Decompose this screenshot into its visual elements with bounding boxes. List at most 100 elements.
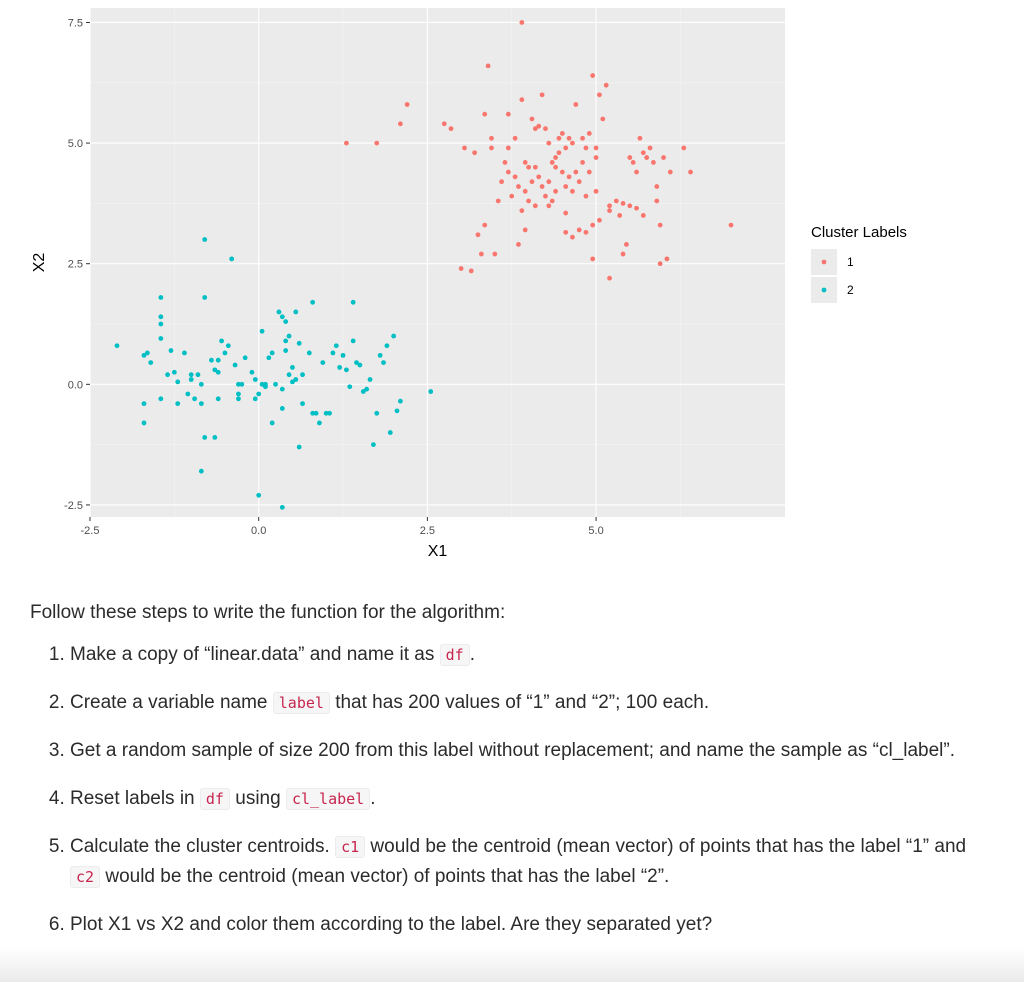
data-point-cluster-1 [526,164,531,170]
data-point-cluster-2 [293,309,299,315]
data-point-cluster-2 [279,386,285,392]
data-point-cluster-1 [516,242,521,247]
data-point-cluster-2 [283,348,289,353]
data-point-cluster-1 [532,203,538,209]
data-point-cluster-1 [681,145,687,151]
data-point-cluster-1 [522,159,528,165]
data-point-cluster-1 [664,256,670,262]
y-tick-label: -2.5 [64,500,83,512]
data-point-cluster-2 [269,350,275,356]
data-point-cluster-1 [556,135,562,141]
data-point-cluster-1 [492,251,498,257]
data-point-cluster-1 [468,268,474,274]
step-text: Reset labels in [70,788,200,809]
data-point-cluster-2 [158,336,164,341]
data-point-cluster-1 [482,222,488,228]
data-point-cluster-1 [627,203,633,209]
data-point-cluster-1 [539,92,545,98]
data-point-cluster-1 [654,184,660,189]
data-point-cluster-2 [384,343,390,349]
data-point-cluster-2 [290,365,295,370]
data-point-cluster-2 [313,410,319,416]
step-text: Get a random sample of size 200 from thi… [70,740,956,761]
data-point-cluster-2 [158,396,164,402]
data-point-cluster-2 [286,372,292,378]
data-point-cluster-1 [522,227,528,233]
step-text: . [370,788,376,809]
data-point-cluster-1 [458,266,464,271]
major-gridlines [89,8,785,517]
data-point-cluster-1 [661,155,666,160]
data-point-cluster-2 [175,401,181,407]
data-point-cluster-1 [590,256,596,262]
data-point-cluster-1 [603,82,609,88]
inline-code: df [199,788,230,810]
data-point-cluster-2 [168,348,174,353]
step-text: that has 200 values of “1” and “2”; 100 … [329,692,710,713]
data-point-cluster-1 [505,145,511,151]
data-point-cluster-2 [202,295,208,300]
data-point-cluster-1 [556,150,562,156]
data-point-cluster-2 [175,379,181,385]
data-point-cluster-1 [637,135,643,141]
data-point-cluster-2 [374,410,380,416]
data-point-cluster-1 [505,111,511,117]
data-point-cluster-1 [624,242,629,247]
data-point-cluster-1 [546,203,552,209]
data-point-cluster-1 [640,150,646,156]
data-point-cluster-1 [397,121,403,127]
data-point-cluster-2 [239,381,245,387]
data-point-cluster-1 [522,188,528,194]
data-point-cluster-2 [283,338,289,344]
data-point-cluster-2 [141,420,147,426]
step-item: Calculate the cluster centroids. c1 woul… [70,832,990,892]
data-point-cluster-1 [478,251,484,257]
data-point-cluster-1 [502,159,508,165]
data-point-cluster-1 [570,140,575,146]
data-point-cluster-1 [657,261,663,267]
data-point-cluster-2 [360,389,366,394]
data-point-cluster-2 [266,355,272,361]
data-point-cluster-2 [225,343,231,349]
plot-panel [90,8,785,517]
data-point-cluster-2 [397,398,403,404]
inline-code: c2 [70,866,101,888]
data-point-cluster-1 [597,217,602,223]
data-point-cluster-1 [553,155,558,160]
data-point-cluster-2 [350,338,356,344]
data-point-cluster-1 [570,234,575,240]
data-point-cluster-2 [337,365,343,370]
data-point-cluster-2 [236,381,241,387]
data-point-cluster-2 [252,396,258,402]
data-point-cluster-2 [290,379,295,385]
step-item: Make a copy of “linear.data” and name it… [70,640,990,670]
data-point-cluster-1 [546,140,552,146]
data-point-cluster-2 [232,362,238,368]
y-axis-title: X2 [31,253,48,273]
data-point-cluster-2 [222,350,228,356]
data-point-cluster-2 [114,343,120,349]
data-point-cluster-1 [593,188,599,194]
data-point-cluster-1 [485,63,491,69]
data-point-cluster-1 [583,145,589,151]
data-point-cluster-1 [620,251,626,257]
steps-list: Make a copy of “linear.data” and name it… [30,640,990,940]
data-point-cluster-1 [617,213,623,218]
data-point-cluster-1 [563,184,569,189]
data-point-cluster-1 [499,179,505,185]
data-point-cluster-1 [526,198,531,204]
data-point-cluster-2 [158,321,164,327]
legend-title: Cluster Labels [811,224,907,241]
instructions-intro: Follow these steps to write the function… [30,602,506,623]
data-point-cluster-1 [728,222,734,228]
data-point-cluster-2 [296,444,302,450]
data-point-cluster-2 [144,350,150,356]
inline-code: df [439,644,470,666]
data-point-cluster-2 [198,401,204,407]
data-point-cluster-1 [546,179,552,185]
data-point-cluster-1 [634,169,639,175]
data-point-cluster-1 [607,203,612,209]
step-item: Plot X1 vs X2 and color them according t… [70,910,990,940]
inline-code: cl_label [285,788,371,810]
data-point-cluster-1 [374,140,380,146]
